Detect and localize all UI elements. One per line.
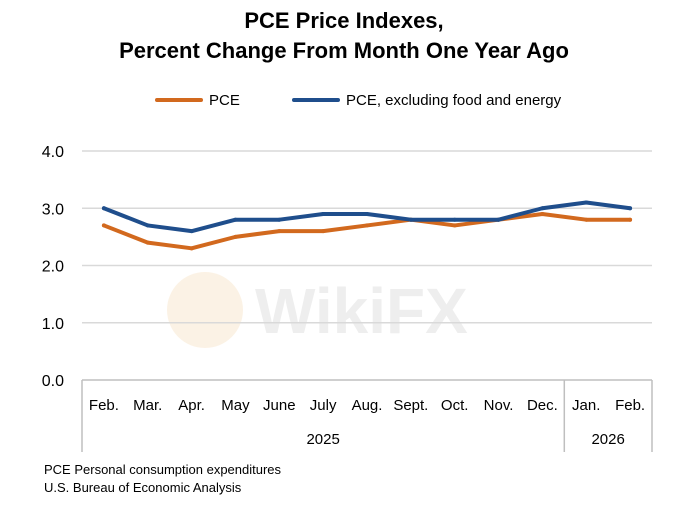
x-tick-label: July <box>310 397 337 414</box>
x-tick-label: Mar. <box>133 397 162 414</box>
x-tick-label: Nov. <box>484 397 514 414</box>
chart-title-line-2: Percent Change From Month One Year Ago <box>119 38 569 63</box>
data-point-core <box>101 206 106 211</box>
legend-swatch-pce <box>155 98 203 102</box>
data-point-pce <box>189 246 194 251</box>
data-point-pce <box>628 217 633 222</box>
data-point-pce <box>584 217 589 222</box>
data-point-pce <box>321 229 326 234</box>
legend-item-core: PCE, excluding food and energy <box>292 90 561 110</box>
y-tick-label: 3.0 <box>42 201 64 218</box>
footer: PCE Personal consumption expenditures U.… <box>44 461 281 497</box>
legend-label-core: PCE, excluding food and energy <box>346 91 562 109</box>
footnote-abbreviation: PCE Personal consumption expenditures <box>44 462 282 477</box>
chart-legend: PCE PCE, excluding food and energy <box>0 90 688 110</box>
y-tick-label: 2.0 <box>42 259 64 276</box>
data-point-pce <box>145 240 150 245</box>
data-point-core <box>233 217 238 222</box>
label-layer: 0.0 1.0 2.0 3.0 4.0 Feb. Mar. Apr. May June July Au… <box>42 144 645 448</box>
legend-swatch-core <box>292 98 340 102</box>
y-tick-label: 4.0 <box>42 144 64 161</box>
data-point-pce <box>365 223 369 228</box>
chart-title-line-1: PCE Price Indexes, <box>244 8 444 33</box>
x-tick-label: Oct. <box>441 397 469 414</box>
y-tick-label: 0.0 <box>42 373 64 390</box>
x-tick-label: Feb. <box>615 397 645 414</box>
series-layer <box>101 200 633 251</box>
x-tick-label: Apr. <box>178 397 205 414</box>
footnote-source: U.S. Bureau of Economic Analysis <box>44 480 242 495</box>
data-point-core <box>496 217 501 222</box>
legend-item-pce: PCE <box>155 90 240 110</box>
data-point-core <box>452 217 457 222</box>
data-point-pce <box>233 234 238 239</box>
data-point-core <box>584 200 589 205</box>
x-tick-label: Jan. <box>572 397 600 414</box>
data-point-core <box>189 229 194 234</box>
x-tick-label: June <box>263 397 296 414</box>
data-point-core <box>365 211 369 216</box>
x-tick-label: Feb. <box>89 397 119 414</box>
data-point-pce <box>540 211 545 216</box>
year-group-label: 2025 <box>306 431 339 448</box>
axis-layer <box>81 379 653 452</box>
data-point-pce <box>452 223 457 228</box>
x-tick-label: May <box>221 397 250 414</box>
x-tick-label: Aug. <box>352 397 383 414</box>
y-tick-label: 1.0 <box>42 316 64 333</box>
data-point-core <box>408 217 413 222</box>
data-point-core <box>321 211 326 216</box>
data-point-core <box>145 223 150 228</box>
x-tick-label: Dec. <box>527 397 558 414</box>
grid-layer <box>82 150 652 324</box>
data-point-core <box>540 206 545 211</box>
data-point-core <box>628 206 633 211</box>
x-tick-label: Sept. <box>393 397 428 414</box>
year-group-label: 2026 <box>591 431 624 448</box>
data-point-core <box>277 217 282 222</box>
chart-title: PCE Price Indexes, Percent Change From M… <box>0 6 688 66</box>
data-point-pce <box>277 229 282 234</box>
data-point-pce <box>101 223 106 228</box>
legend-label-pce: PCE <box>209 91 240 109</box>
